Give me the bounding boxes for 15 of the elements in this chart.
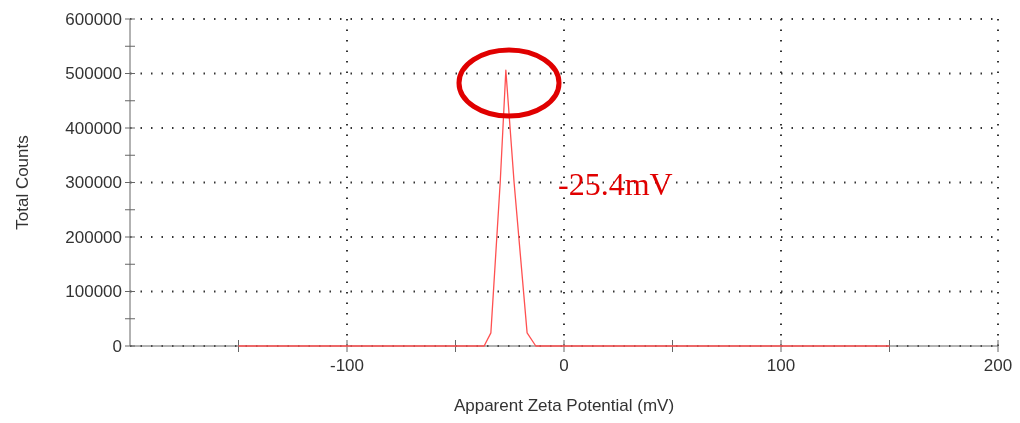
x-tick-label: 200 [983, 356, 1013, 375]
x-axis-title: Apparent Zeta Potential (mV) [453, 396, 675, 415]
y-tick-label: 100000 [65, 282, 122, 302]
annotation: -25.4mV [558, 166, 673, 202]
line-series [237, 69, 891, 347]
x-tick-label: 0 [559, 356, 569, 375]
y-tick-label: 200000 [65, 227, 122, 247]
y-tick-label: 400000 [65, 118, 122, 138]
y-axis-title: Total Counts [13, 135, 32, 230]
y-tick-label: 0 [112, 336, 122, 356]
x-tick-label: 100 [766, 356, 796, 375]
x-tick-label: -100 [329, 356, 365, 375]
y-tick-label: 600000 [65, 9, 122, 29]
y-tick-label: 500000 [65, 64, 122, 84]
y-tick-label: 300000 [65, 173, 122, 193]
